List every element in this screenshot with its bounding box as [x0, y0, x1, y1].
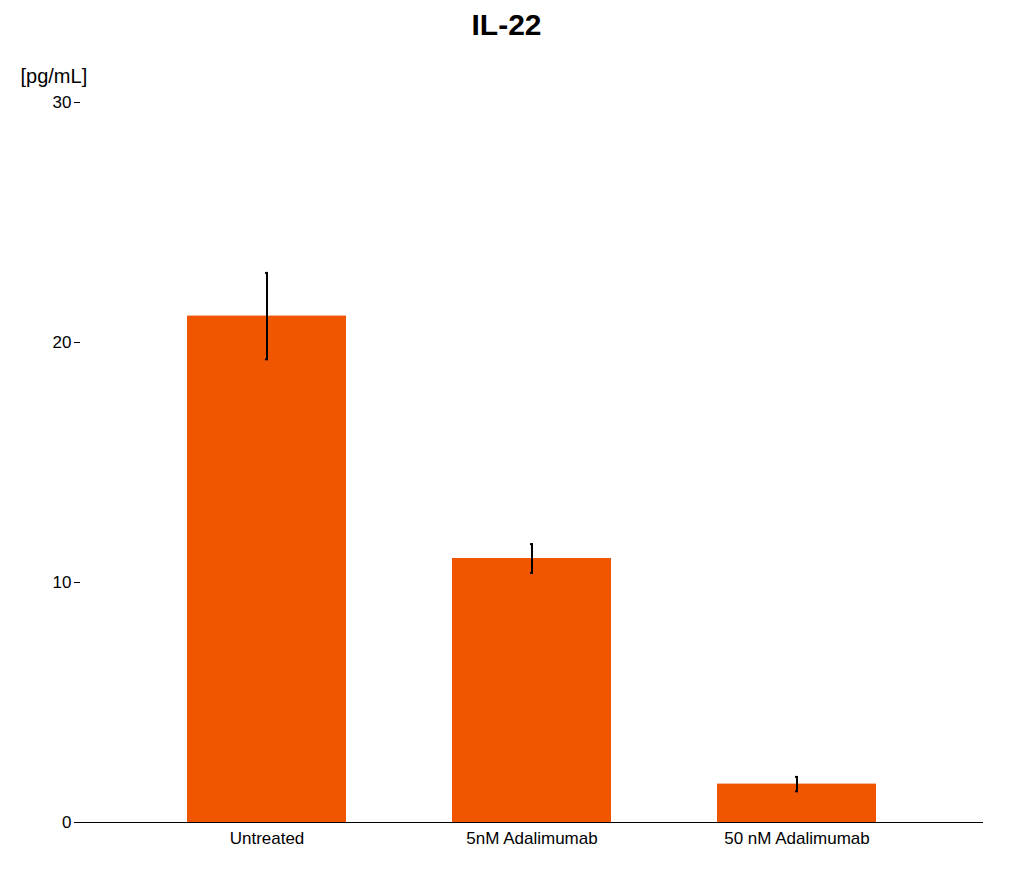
svg-text:[pg/mL]: [pg/mL]	[21, 65, 88, 87]
svg-text:10: 10	[53, 573, 72, 592]
svg-text:50 nM Adalimumab: 50 nM Adalimumab	[724, 829, 870, 848]
svg-text:30: 30	[53, 93, 72, 112]
html-text:IL-22: IL-22	[471, 8, 542, 41]
svg-text:0: 0	[62, 813, 71, 832]
svg-text:5nM Adalimumab: 5nM Adalimumab	[466, 829, 597, 848]
svg-text:Untreated: Untreated	[230, 829, 305, 848]
svg-text:20: 20	[53, 333, 72, 352]
